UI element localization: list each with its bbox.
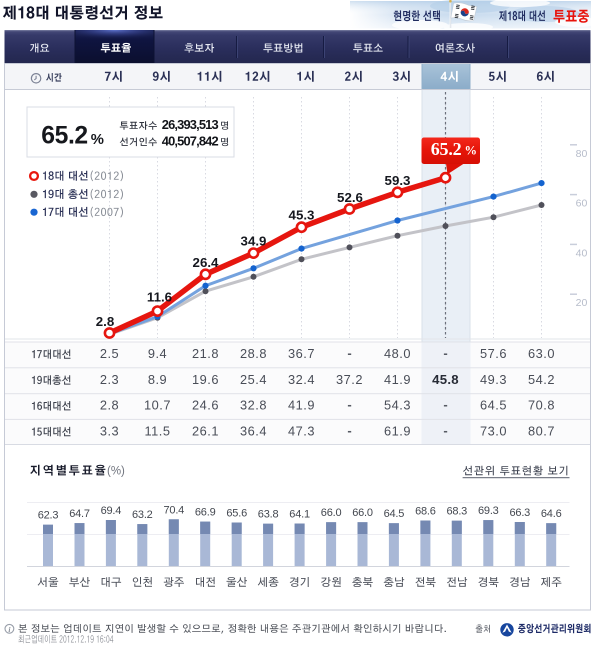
svg-text:34.9: 34.9: [241, 234, 267, 249]
svg-text:54.3: 54.3: [384, 398, 411, 413]
svg-text:26.1: 26.1: [192, 424, 219, 439]
svg-text:28.8: 28.8: [240, 346, 267, 361]
svg-text:64.6: 64.6: [541, 508, 562, 520]
svg-text:37.2: 37.2: [336, 372, 363, 387]
svg-text:2.8: 2.8: [100, 398, 119, 413]
svg-text:40,507,842: 40,507,842: [162, 133, 219, 148]
svg-text:69.4: 69.4: [101, 505, 122, 517]
svg-text:66.3: 66.3: [509, 507, 530, 519]
svg-text:8.9: 8.9: [148, 372, 167, 387]
svg-text:54.2: 54.2: [528, 372, 555, 387]
svg-text:24.6: 24.6: [192, 398, 219, 413]
svg-text:66.9: 66.9: [195, 507, 216, 519]
svg-text:63.0: 63.0: [528, 346, 555, 361]
svg-text:68.6: 68.6: [415, 506, 436, 518]
svg-text:-: -: [347, 346, 351, 361]
svg-text:11.5: 11.5: [145, 424, 171, 439]
svg-text:26,393,513: 26,393,513: [162, 117, 219, 132]
svg-text:21.8: 21.8: [192, 346, 219, 361]
svg-text:i: i: [8, 625, 11, 634]
svg-text:11.6: 11.6: [147, 290, 172, 305]
svg-text:2.5: 2.5: [100, 346, 119, 361]
svg-text:47.3: 47.3: [288, 424, 315, 439]
svg-text:70.8: 70.8: [528, 398, 555, 413]
svg-text:48.0: 48.0: [384, 346, 411, 361]
svg-text:80: 80: [576, 148, 588, 160]
svg-text:45.8: 45.8: [432, 372, 459, 387]
svg-text:65.2: 65.2: [431, 139, 462, 159]
svg-text:36.7: 36.7: [288, 346, 315, 361]
svg-text:25.4: 25.4: [240, 372, 267, 387]
svg-text:3.3: 3.3: [100, 424, 119, 439]
svg-text:%: %: [91, 132, 104, 148]
svg-text:2.3: 2.3: [100, 372, 119, 387]
svg-text:19.6: 19.6: [192, 372, 219, 387]
svg-text:64.1: 64.1: [289, 509, 310, 521]
svg-text:-: -: [443, 346, 447, 361]
svg-text:57.6: 57.6: [480, 346, 507, 361]
svg-text:61.9: 61.9: [384, 424, 411, 439]
svg-text:-: -: [443, 397, 447, 412]
svg-text:73.0: 73.0: [480, 424, 507, 439]
svg-text:64.5: 64.5: [384, 508, 405, 520]
svg-text:52.6: 52.6: [337, 190, 363, 205]
svg-text:60: 60: [576, 198, 588, 210]
svg-text:63.8: 63.8: [258, 509, 279, 521]
svg-text:%: %: [465, 144, 478, 158]
svg-text:10.7: 10.7: [144, 398, 171, 413]
svg-text:64.7: 64.7: [69, 508, 90, 520]
svg-text:63.2: 63.2: [132, 509, 153, 521]
svg-text:-: -: [443, 423, 447, 438]
svg-text:(%): (%): [107, 466, 125, 478]
svg-text:49.3: 49.3: [480, 372, 507, 387]
svg-text:45.3: 45.3: [289, 208, 315, 223]
svg-text:68.3: 68.3: [446, 506, 467, 518]
svg-text:40: 40: [576, 247, 588, 259]
svg-text:-: -: [347, 397, 351, 412]
svg-text:66.0: 66.0: [352, 507, 373, 519]
svg-text:32.8: 32.8: [240, 398, 267, 413]
svg-text:20: 20: [576, 297, 588, 309]
svg-text:65.2: 65.2: [41, 122, 87, 149]
svg-text:-: -: [347, 423, 351, 438]
svg-text:26.4: 26.4: [193, 255, 219, 270]
svg-text:66.0: 66.0: [321, 507, 342, 519]
svg-text:70.4: 70.4: [163, 504, 184, 516]
svg-text:2.8: 2.8: [96, 314, 115, 329]
svg-text:41.9: 41.9: [384, 372, 411, 387]
svg-text:59.3: 59.3: [385, 173, 411, 188]
svg-text:36.4: 36.4: [240, 424, 267, 439]
svg-text:64.5: 64.5: [480, 398, 507, 413]
svg-text:65.6: 65.6: [226, 508, 247, 520]
svg-text:62.3: 62.3: [38, 510, 59, 522]
svg-text:69.3: 69.3: [478, 505, 499, 517]
svg-text:80.7: 80.7: [528, 424, 555, 439]
svg-text:9.4: 9.4: [148, 346, 167, 361]
svg-text:41.9: 41.9: [288, 398, 315, 413]
svg-text:32.4: 32.4: [288, 372, 315, 387]
